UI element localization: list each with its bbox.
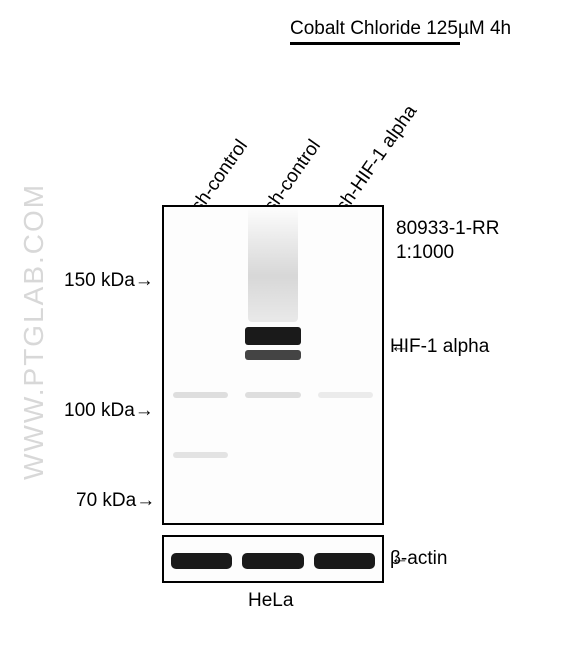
cell-line-label: HeLa — [248, 590, 293, 612]
arrow-left-icon: ← — [390, 336, 409, 358]
treatment-bar — [290, 42, 460, 45]
figure-container: WWW.PTGLAB.COM Cobalt Chloride 125µM 4h … — [0, 0, 580, 650]
faint-band — [245, 392, 300, 398]
treatment-label: Cobalt Chloride 125µM 4h — [290, 18, 511, 40]
loading-control-label: ←β-actin — [390, 548, 447, 570]
faint-band — [173, 392, 228, 398]
hif-band-upper — [245, 327, 300, 345]
watermark: WWW.PTGLAB.COM — [18, 183, 50, 480]
lane-label-3: sh-HIF-1 alpha — [332, 101, 422, 217]
faint-band — [173, 452, 228, 458]
actin-band — [171, 553, 232, 569]
arrow-left-icon: ← — [390, 548, 409, 570]
lane-3 — [309, 207, 382, 523]
lane-1 — [164, 207, 237, 523]
actin-blot — [162, 535, 384, 583]
hif-band-lower — [245, 350, 300, 360]
faint-band — [318, 392, 373, 398]
antibody-dilution: 1:1000 — [396, 242, 454, 264]
smear — [248, 207, 299, 322]
mw-marker-70: 70 kDa→ — [76, 490, 155, 512]
mw-marker-150: 150 kDa→ — [64, 270, 154, 292]
lane-2 — [237, 207, 310, 523]
antibody-catalog: 80933-1-RR — [396, 218, 500, 240]
target-label: ←HIF-1 alpha — [390, 336, 489, 358]
main-blot — [162, 205, 384, 525]
actin-band — [242, 553, 303, 569]
actin-band — [314, 553, 375, 569]
mw-marker-100: 100 kDa→ — [64, 400, 154, 422]
